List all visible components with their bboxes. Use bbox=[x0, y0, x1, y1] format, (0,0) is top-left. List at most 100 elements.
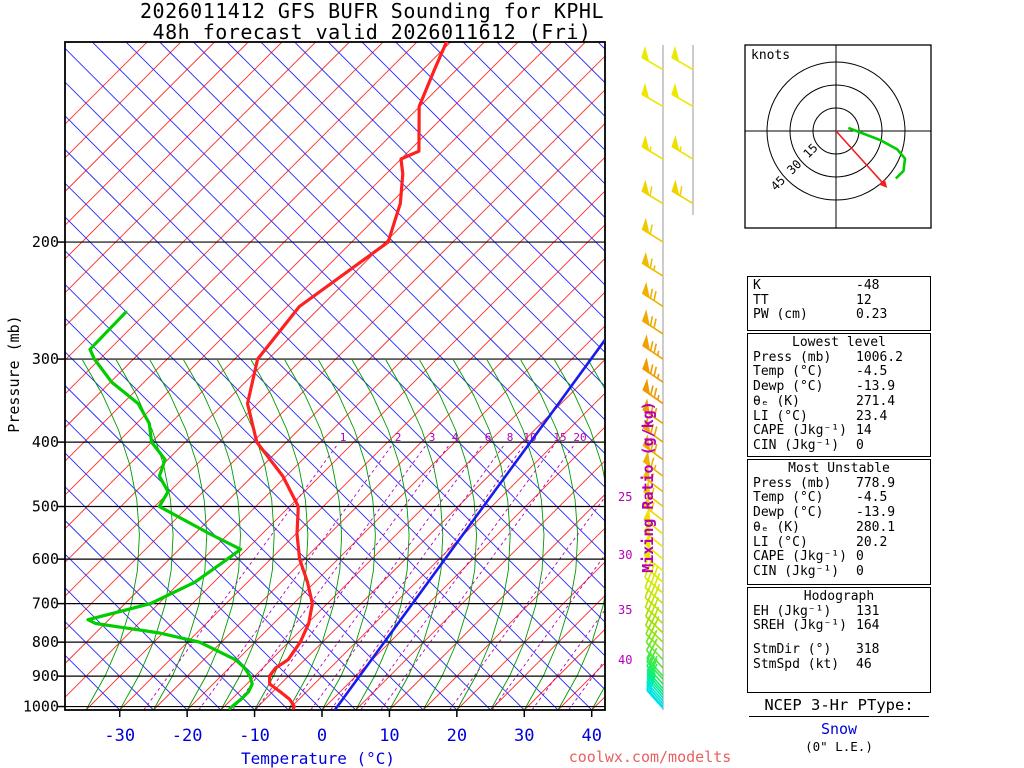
wind-barb bbox=[643, 507, 664, 535]
wind-barb bbox=[671, 179, 694, 205]
temperature-tick-label: -10 bbox=[239, 726, 270, 746]
stat-label: θₑ (K) bbox=[753, 393, 800, 409]
stat-row: PW (cm) 0.23 bbox=[753, 308, 925, 323]
wind-barb bbox=[641, 135, 664, 160]
mixing-ratio-label: 35 bbox=[618, 603, 632, 617]
stat-label: θₑ (K) bbox=[753, 519, 800, 535]
stat-label: LI (°C) bbox=[753, 408, 808, 424]
wind-barb bbox=[641, 309, 664, 335]
stat-label: Temp (°C) bbox=[753, 364, 824, 380]
stat-value: 0.23 bbox=[856, 307, 888, 323]
ptype-note: (0" L.E.) bbox=[805, 739, 873, 754]
stat-label: Dewp (°C) bbox=[753, 379, 824, 395]
stat-row: EH (Jkg⁻¹) 131 bbox=[753, 603, 925, 620]
temperature-trace bbox=[245, 42, 449, 710]
mixing-ratio-label: 10 bbox=[523, 431, 536, 444]
wind-barb bbox=[643, 544, 664, 572]
stat-value: 0 bbox=[856, 563, 864, 579]
stat-label: CIN (Jkg⁻¹) bbox=[753, 563, 840, 579]
pressure-tick-label: 700 bbox=[32, 595, 59, 613]
wind-barb bbox=[643, 532, 664, 560]
stat-row: θₑ (K) 280.1 bbox=[753, 519, 925, 536]
stat-label: CAPE (Jkg⁻¹) bbox=[753, 549, 847, 565]
mixing-ratio-label: 30 bbox=[618, 548, 632, 562]
pressure-tick-label: 300 bbox=[32, 350, 59, 368]
wind-barb bbox=[641, 281, 664, 308]
stat-row: K -48 bbox=[753, 278, 925, 294]
stat-row: SREH (Jkg⁻¹) 164 bbox=[753, 619, 925, 634]
stat-row: Press (mb) 778.9 bbox=[753, 475, 925, 492]
sounding-profiles bbox=[86, 42, 605, 710]
mixing-ratio-label: 8 bbox=[507, 431, 514, 444]
stat-row: LI (°C) 20.2 bbox=[753, 534, 925, 551]
temperature-tick-label: -20 bbox=[172, 726, 203, 746]
stat-row: Temp (°C) -4.5 bbox=[753, 365, 925, 380]
stat-label: Press (mb) bbox=[753, 349, 832, 365]
wind-barb bbox=[671, 45, 694, 71]
stat-value: 46 bbox=[856, 656, 872, 672]
stat-row: Press (mb) 1006.2 bbox=[753, 349, 925, 366]
stat-value: 14 bbox=[856, 423, 872, 439]
stat-row: Dewp (°C) -13.9 bbox=[753, 379, 925, 395]
stat-label: SREH (Jkg⁻¹) bbox=[753, 618, 847, 634]
stat-value: -48 bbox=[856, 278, 880, 293]
wind-barb bbox=[642, 334, 664, 360]
stat-value: 131 bbox=[856, 603, 880, 619]
stat-value: 23.4 bbox=[856, 408, 888, 424]
stat-value: -13.9 bbox=[856, 505, 896, 521]
wind-barb bbox=[642, 416, 664, 443]
wind-barb bbox=[641, 217, 664, 243]
hodograph-ring-label: 30 bbox=[784, 157, 804, 177]
wind-barb bbox=[643, 494, 664, 522]
storm-motion-arrowhead bbox=[878, 179, 888, 188]
stat-value: 1006.2 bbox=[856, 349, 903, 365]
stat-value: 0 bbox=[856, 437, 864, 453]
temperature-tick-label: -30 bbox=[104, 726, 135, 746]
stat-row: LI (°C) 23.4 bbox=[753, 408, 925, 425]
mixing-ratio-label: 6 bbox=[485, 431, 492, 444]
stat-label: K bbox=[753, 278, 761, 293]
stat-label: StmSpd (kt) bbox=[753, 656, 840, 672]
stat-label: Temp (°C) bbox=[753, 490, 824, 506]
stats-box-title: Hodograph bbox=[803, 589, 875, 604]
wind-barb bbox=[643, 480, 664, 508]
lowest-level-box: Lowest level Press (mb) 1006.2 Temp (°C) -4.… bbox=[747, 333, 931, 457]
wind-barb bbox=[642, 450, 664, 477]
mixing-ratio-label: 4 bbox=[452, 431, 459, 444]
mixing-ratio-label: 25 bbox=[618, 490, 632, 504]
wind-barb bbox=[642, 398, 664, 425]
stat-label: CIN (Jkg⁻¹) bbox=[753, 437, 840, 453]
temperature-axis-title: Temperature (°C) bbox=[240, 749, 396, 768]
temperature-tick-label: 10 bbox=[379, 726, 399, 746]
ptype-heading: NCEP 3-Hr PType: bbox=[764, 696, 914, 714]
parcel-line bbox=[333, 339, 605, 710]
stat-value: 0 bbox=[856, 549, 864, 565]
stat-row: θₑ (K) 271.4 bbox=[753, 393, 925, 410]
stat-value: -4.5 bbox=[856, 490, 888, 506]
stat-label: CAPE (Jkg⁻¹) bbox=[753, 423, 847, 439]
wind-barb bbox=[641, 45, 664, 71]
stat-row: Temp (°C) -4.5 bbox=[753, 491, 925, 506]
stat-value: 164 bbox=[856, 618, 880, 634]
stats-box-title: Most Unstable bbox=[788, 461, 890, 476]
stat-value: 20.2 bbox=[856, 534, 888, 550]
stat-row: Dewp (°C) -13.9 bbox=[753, 505, 925, 521]
pressure-tick-label: 400 bbox=[32, 433, 59, 451]
stat-row: CAPE (Jkg⁻¹) 0 bbox=[753, 550, 925, 565]
stat-label: Dewp (°C) bbox=[753, 505, 824, 521]
indices-box: K -48 TT 12 PW (cm) 0.23 bbox=[747, 276, 931, 331]
mixing-ratio-axis-title: Mixing Ratio (g/kg) bbox=[639, 401, 657, 573]
hodograph-ring-label: 45 bbox=[768, 173, 788, 193]
hodograph-ring-label: 15 bbox=[800, 141, 820, 161]
wind-barb bbox=[641, 251, 664, 277]
mixing-ratio-label: 20 bbox=[573, 431, 586, 444]
wind-barb bbox=[642, 434, 664, 461]
hodograph-trace bbox=[847, 126, 907, 180]
stat-value: 271.4 bbox=[856, 393, 896, 409]
title-line-2: 48h forecast valid 2026011612 (Fri) bbox=[152, 19, 592, 44]
stat-row: CIN (Jkg⁻¹) 0 bbox=[753, 563, 925, 580]
stat-value: 778.9 bbox=[856, 475, 896, 491]
chart-title: 2026011412 GFS BUFR Sounding for KPHL 48… bbox=[0, 1, 744, 42]
